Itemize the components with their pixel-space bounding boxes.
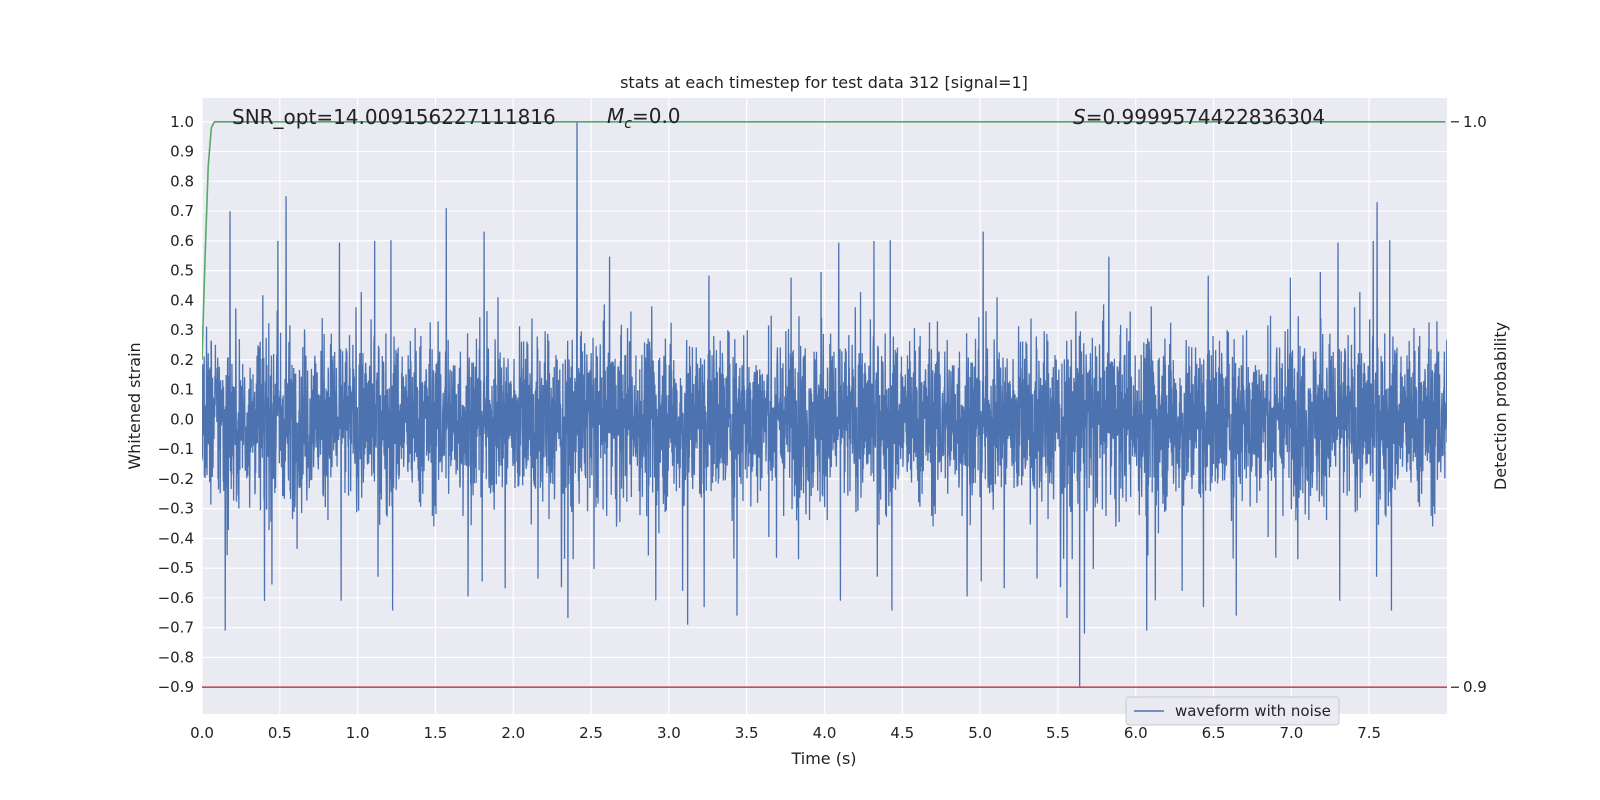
y-tick-label: −0.2	[158, 470, 194, 488]
chirp-mass-annotation: Mc=0.0	[607, 104, 681, 132]
chirp-mass-value: =0.0	[632, 104, 681, 128]
x-tick-label: 7.5	[1357, 724, 1381, 742]
legend-label-waveform: waveform with noise	[1175, 702, 1331, 720]
x-tick-label: 5.0	[968, 724, 992, 742]
y-tick-label: −0.9	[158, 678, 194, 696]
legend-box	[1125, 696, 1340, 726]
statistic-symbol: S	[1073, 105, 1086, 129]
x-tick-label: 1.5	[424, 724, 448, 742]
y-axis-label: Whitened strain	[125, 342, 144, 469]
y2-tick-label: 0.9	[1463, 678, 1487, 696]
x-tick-label: 6.5	[1202, 724, 1226, 742]
y-tick-label: 0.8	[170, 172, 194, 190]
snr-annotation: SNR_opt=14.009156227111816	[232, 105, 556, 129]
plot-clip-group	[202, 121, 1447, 689]
chart-title: stats at each timestep for test data 312…	[620, 73, 1028, 92]
y-tick-label: −0.1	[158, 440, 194, 458]
x-tick-label: 3.5	[735, 724, 759, 742]
x-tick-label: 5.5	[1046, 724, 1070, 742]
statistic-annotation: S=0.9999574422836304	[1073, 105, 1325, 129]
y-tick-label: 0.1	[170, 381, 194, 399]
y-tick-label: −0.6	[158, 589, 194, 607]
y-tick-label: 0.0	[170, 410, 194, 428]
y2-tick-label: 1.0	[1463, 113, 1487, 131]
y-tick-label: 0.9	[170, 143, 194, 161]
x-tick-label: 2.5	[579, 724, 603, 742]
series-detection-probability	[202, 121, 1446, 360]
x-axis-label: Time (s)	[790, 749, 856, 768]
x-tick-label: 2.0	[501, 724, 525, 742]
chirp-mass-subscript: c	[624, 116, 632, 132]
y-tick-label: −0.4	[158, 529, 194, 547]
legend: waveform with noise	[1125, 696, 1340, 726]
y-tick-label: 0.4	[170, 291, 194, 309]
y-tick-label: −0.3	[158, 500, 194, 518]
x-tick-label: 4.5	[890, 724, 914, 742]
y-tick-label: 1.0	[170, 113, 194, 131]
x-tick-label: 0.5	[268, 724, 292, 742]
y-tick-label: 0.3	[170, 321, 194, 339]
y-tick-label: 0.7	[170, 202, 194, 220]
y-tick-label: −0.7	[158, 619, 194, 637]
statistic-value: =0.9999574422836304	[1086, 105, 1325, 129]
x-tick-label: 1.0	[346, 724, 370, 742]
x-tick-label: 7.0	[1279, 724, 1303, 742]
y-axis-ticks: 1.0 0.9 0.8 0.7 0.6 0.5 0.4 0.3 0.2 0.1 0.0 −0.1 −0.…	[158, 113, 194, 696]
chirp-mass-symbol: M	[607, 104, 624, 128]
y2-axis-ticks: 1.0 0.9	[1451, 113, 1487, 696]
x-axis-ticks: 0.0 0.5 1.0 1.5 2.0 2.5 3.0 3.5 4.0 4.5 5.0 5.5 6.0 6…	[190, 724, 1381, 742]
x-tick-label: 0.0	[190, 724, 214, 742]
series-layer	[202, 121, 1447, 689]
y2-axis-label: Detection probability	[1491, 322, 1510, 490]
y-tick-label: −0.8	[158, 648, 194, 666]
series-waveform-with-noise	[202, 121, 1447, 688]
x-tick-label: 3.0	[657, 724, 681, 742]
y-tick-label: 0.6	[170, 232, 194, 250]
y-tick-label: 0.2	[170, 351, 194, 369]
x-tick-label: 6.0	[1124, 724, 1148, 742]
y-tick-label: −0.5	[158, 559, 194, 577]
y-tick-label: 0.5	[170, 262, 194, 280]
x-tick-label: 4.0	[813, 724, 837, 742]
